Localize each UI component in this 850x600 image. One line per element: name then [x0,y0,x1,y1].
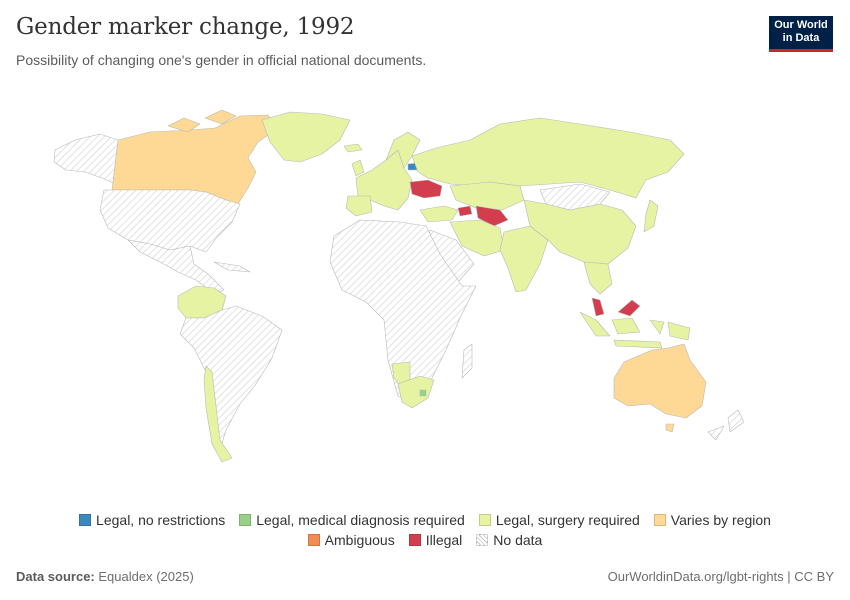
chart-subtitle: Possibility of changing one's gender in … [16,52,427,68]
country-uk[interactable] [351,159,365,177]
legend-swatch [476,534,489,546]
chart-title: Gender marker change, 1992 [16,14,355,40]
legend: Legal, no restrictions Legal, medical dia… [0,512,850,552]
region-southeast-asia[interactable] [583,261,613,295]
country-indonesia[interactable] [579,311,691,349]
region-alaska[interactable] [53,133,121,187]
legend-item[interactable]: Ambiguous [307,532,395,548]
logo-line-1: Our World [774,19,828,31]
region-africa[interactable] [329,219,477,403]
legend-swatch [239,514,252,526]
country-japan[interactable] [643,199,659,233]
region-iberia[interactable] [345,195,373,217]
region-south-asia[interactable] [499,225,549,293]
country-malaysia-peninsula[interactable] [591,297,605,317]
country-new-zealand[interactable] [707,409,745,441]
country-south-africa[interactable] [397,375,435,409]
legend-item[interactable]: Legal, surgery required [478,512,640,528]
country-ukraine[interactable] [409,179,443,199]
country-greenland[interactable] [261,111,351,163]
source-value[interactable]: Equaldex (2025) [98,569,194,584]
country-tasmania[interactable] [665,423,675,433]
country-kazakhstan[interactable] [449,181,525,211]
legend-item[interactable]: Legal, medical diagnosis required [239,512,465,528]
country-canada-islands[interactable] [167,109,237,133]
region-caribbean[interactable] [213,261,251,273]
legend-swatch [307,534,320,546]
world-map[interactable] [0,100,850,490]
legend-label: No data [493,532,543,548]
owid-logo[interactable]: Our World in Data [769,16,833,52]
country-turkey[interactable] [419,205,459,223]
legend-row-1: Legal, no restrictions Legal, medical dia… [0,512,850,528]
country-turkmenistan[interactable] [475,205,509,227]
source-label: Data source: [16,569,95,584]
legend-label: Legal, surgery required [495,512,640,528]
country-malaysia-borneo[interactable] [617,299,641,317]
country-chile[interactable] [203,365,233,463]
legend-label: Legal, medical diagnosis required [256,512,465,528]
legend-swatch [79,514,92,526]
legend-item[interactable]: Legal, no restrictions [79,512,225,528]
country-mexico[interactable] [127,239,225,295]
legend-item[interactable]: Varies by region [653,512,771,528]
legend-label: Varies by region [670,512,771,528]
legend-label: Ambiguous [324,532,395,548]
country-usa[interactable] [99,189,241,253]
legend-label: Legal, no restrictions [96,512,226,528]
country-lesotho[interactable] [419,389,427,397]
country-azerbaijan[interactable] [457,205,473,217]
data-source: Data source: Equaldex (2025) [16,569,194,584]
legend-label: Illegal [425,532,463,548]
legend-item[interactable]: Illegal [408,532,463,548]
legend-row-2: Ambiguous Illegal No data [0,532,850,548]
legend-swatch [478,514,491,526]
legend-swatch [653,514,666,526]
legend-item[interactable]: No data [476,532,542,548]
region-south-america[interactable] [179,305,283,451]
logo-line-2: in Data [782,32,820,44]
country-australia[interactable] [613,343,707,419]
country-madagascar[interactable] [461,343,473,379]
country-china[interactable] [523,199,637,265]
country-iceland[interactable] [343,143,363,153]
legend-swatch [408,534,421,546]
region-scandinavia[interactable] [385,131,421,169]
footer-url[interactable]: OurWorldinData.org/lgbt-rights | CC BY [607,569,834,584]
